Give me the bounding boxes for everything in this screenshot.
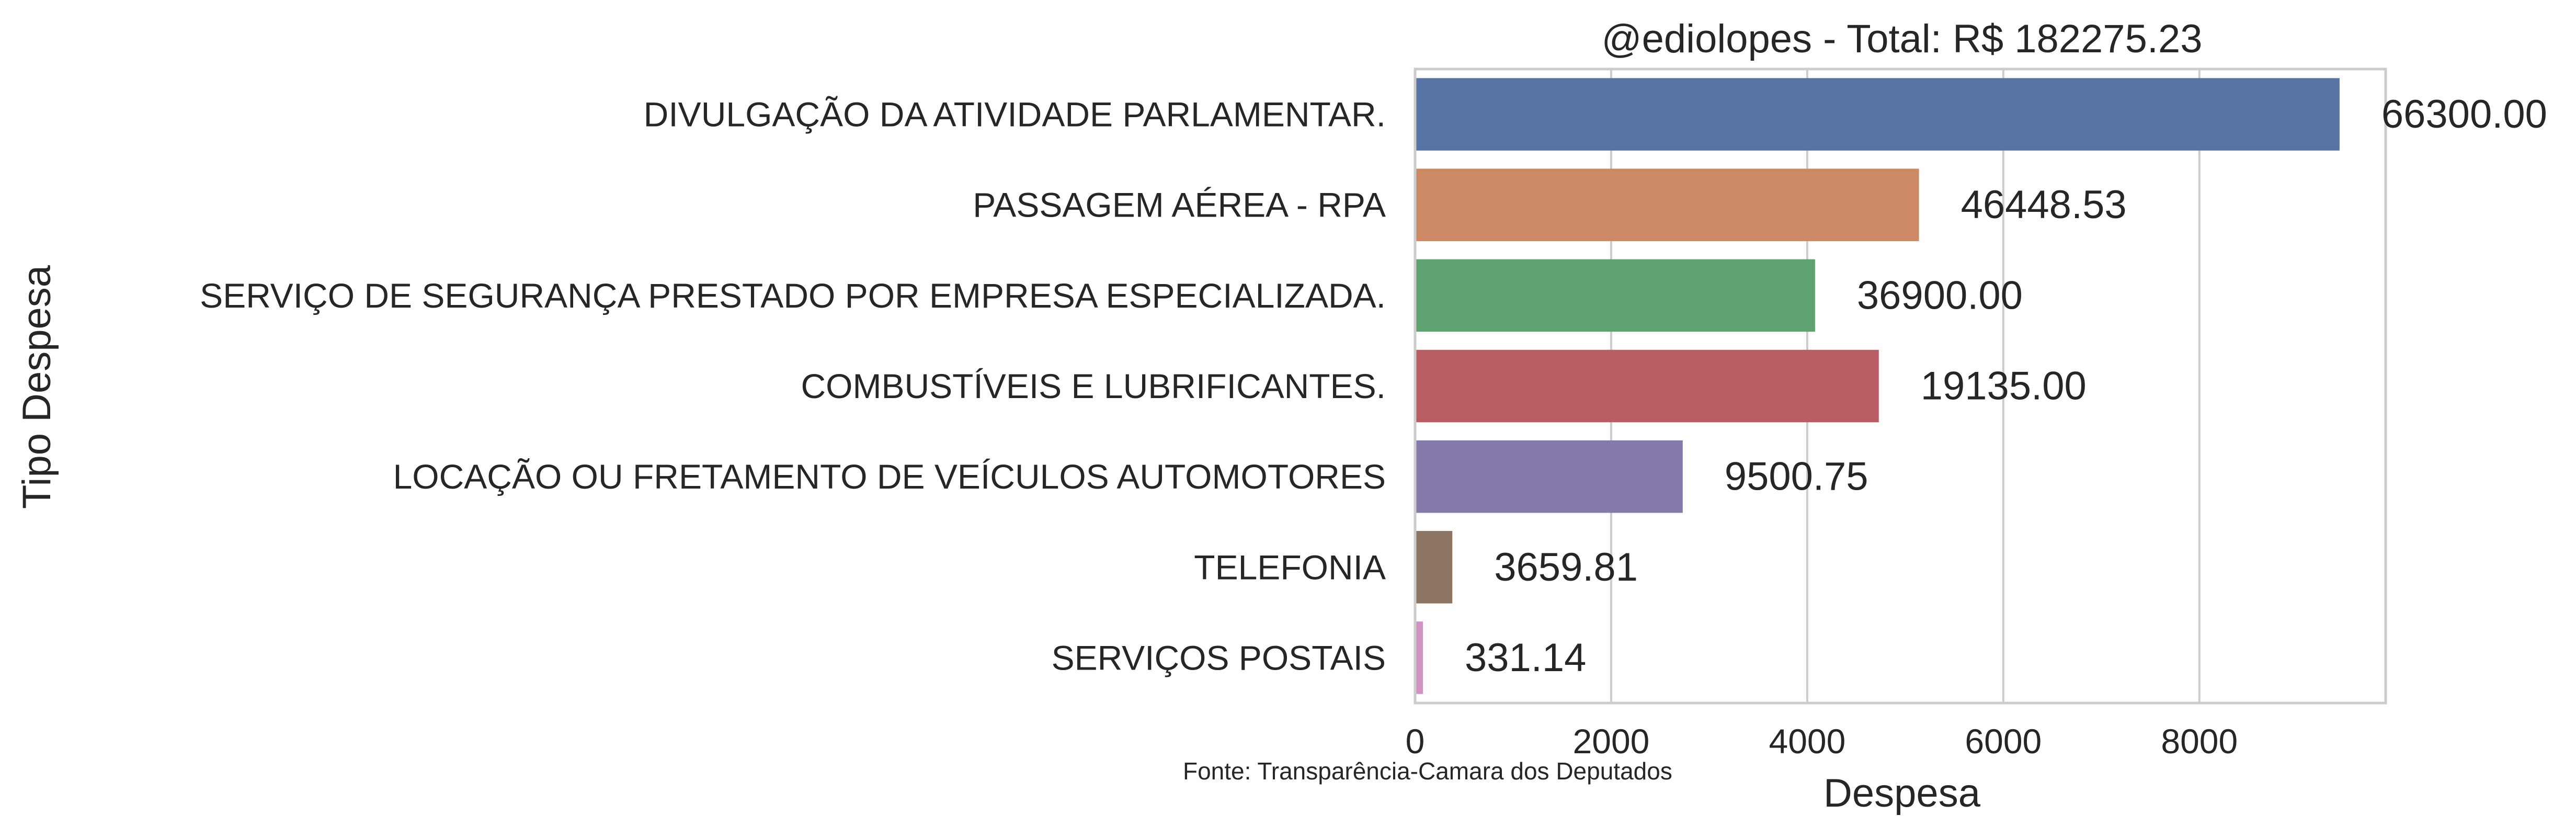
chart-title: @ediolopes - Total: R$ 182275.23 — [1602, 17, 2203, 61]
x-tick-label: 0 — [1406, 722, 1425, 761]
x-tick-label: 6000 — [1965, 722, 2042, 761]
x-tick-label: 4000 — [1769, 722, 1845, 761]
y-tick-label: SERVIÇOS POSTAIS — [1052, 638, 1386, 677]
x-tick-labels: 0 2000 4000 6000 8000 — [1406, 722, 2238, 761]
plot-frame — [1414, 67, 2387, 705]
y-tick-label: COMBUSTÍVEIS E LUBRIFICANTES. — [801, 367, 1386, 405]
data-label: 66300.00 — [2381, 92, 2547, 137]
data-label: 19135.00 — [1921, 364, 2087, 409]
source-note: Fonte: Transparência-Camara dos Deputado… — [1183, 757, 1672, 785]
y-tick-label: DIVULGAÇÃO DA ATIVIDADE PARLAMENTAR. — [644, 95, 1386, 134]
bar — [1415, 349, 1879, 423]
bar — [1415, 440, 1683, 513]
data-label: 9500.75 — [1725, 455, 1868, 499]
bars — [1415, 78, 2340, 694]
bar — [1415, 168, 1919, 241]
bar — [1415, 78, 2340, 151]
data-label: 36900.00 — [1857, 273, 2023, 318]
y-tick-label: SERVIÇO DE SEGURANÇA PRESTADO POR EMPRES… — [200, 276, 1386, 315]
y-tick-label: LOCAÇÃO OU FRETAMENTO DE VEÍCULOS AUTOMO… — [393, 457, 1386, 496]
bar — [1415, 259, 1815, 332]
y-axis-label: Tipo Despesa — [15, 265, 59, 509]
data-labels: 66300.00 46448.53 36900.00 19135.00 9500.75 3… — [1465, 92, 2547, 680]
data-label: 3659.81 — [1494, 545, 1638, 590]
data-label: 331.14 — [1465, 636, 1586, 680]
data-label: 46448.53 — [1961, 183, 2127, 227]
y-tick-label: PASSAGEM AÉREA - RPA — [973, 186, 1386, 224]
y-tick-label: TELEFONIA — [1194, 548, 1386, 586]
x-tick-label: 2000 — [1573, 722, 1650, 761]
x-axis-label: Despesa — [1823, 771, 1981, 816]
y-tick-labels: DIVULGAÇÃO DA ATIVIDADE PARLAMENTAR. PASS… — [200, 95, 1386, 677]
x-tick-label: 8000 — [2161, 722, 2238, 761]
bar — [1415, 531, 1453, 604]
bar — [1415, 621, 1423, 694]
